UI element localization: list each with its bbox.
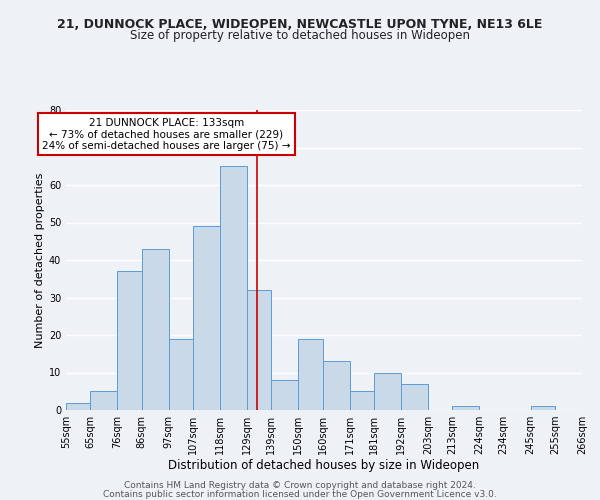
Bar (169, 339, 193, 410)
Bar (118, 271, 142, 410)
Bar (530, 406, 555, 410)
Text: Contains public sector information licensed under the Open Government Licence v3: Contains public sector information licen… (103, 490, 497, 499)
Text: 21 DUNNOCK PLACE: 133sqm
← 73% of detached houses are smaller (229)
24% of semi-: 21 DUNNOCK PLACE: 133sqm ← 73% of detach… (42, 118, 290, 150)
Bar (220, 166, 247, 410)
Bar (323, 361, 350, 410)
Text: Contains HM Land Registry data © Crown copyright and database right 2024.: Contains HM Land Registry data © Crown c… (124, 481, 476, 490)
Bar (374, 372, 401, 410)
Bar (91, 391, 118, 410)
Bar (193, 226, 220, 410)
Text: 21, DUNNOCK PLACE, WIDEOPEN, NEWCASTLE UPON TYNE, NE13 6LE: 21, DUNNOCK PLACE, WIDEOPEN, NEWCASTLE U… (58, 18, 542, 30)
Text: Size of property relative to detached houses in Wideopen: Size of property relative to detached ho… (130, 29, 470, 42)
Bar (298, 339, 323, 410)
Bar (350, 391, 374, 410)
Bar (142, 248, 169, 410)
Bar (271, 380, 298, 410)
Bar (66, 402, 91, 410)
Bar (401, 384, 428, 410)
Y-axis label: Number of detached properties: Number of detached properties (35, 172, 44, 348)
Bar (247, 290, 271, 410)
Bar (452, 406, 479, 410)
X-axis label: Distribution of detached houses by size in Wideopen: Distribution of detached houses by size … (169, 458, 479, 471)
